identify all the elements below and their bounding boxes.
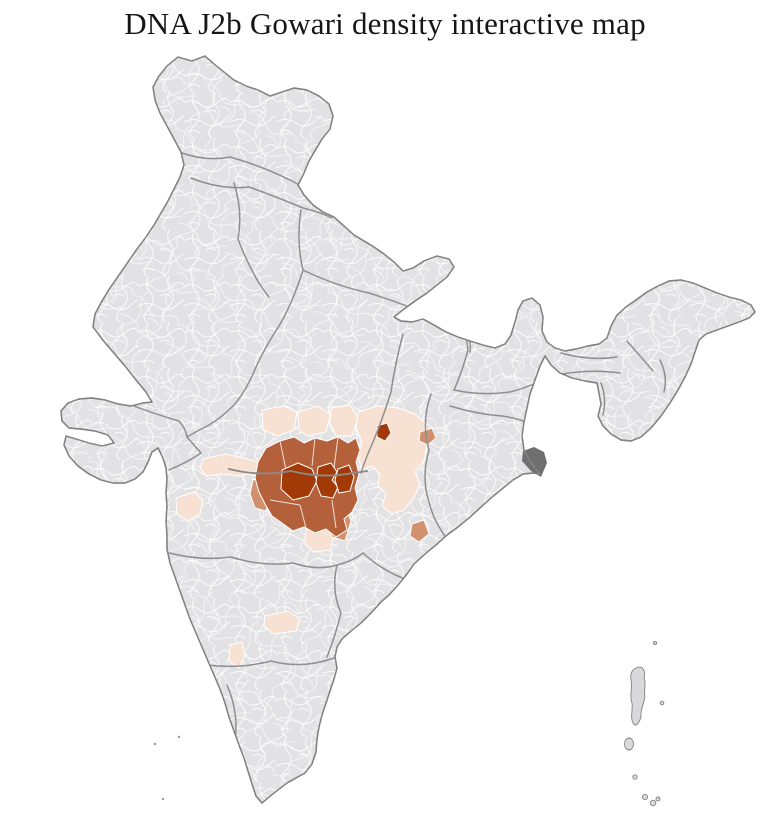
district-shape[interactable] xyxy=(199,453,259,477)
district-shape[interactable] xyxy=(175,491,204,522)
district-shape[interactable] xyxy=(228,641,246,669)
density-districts xyxy=(175,404,437,669)
page-title: DNA J2b Gowari density interactive map xyxy=(124,6,646,41)
district-shape[interactable] xyxy=(376,422,392,442)
district-split-lines xyxy=(269,436,339,529)
district-shape[interactable] xyxy=(418,427,437,446)
district-shape[interactable] xyxy=(409,519,430,543)
district-shape[interactable] xyxy=(329,404,359,437)
andaman-nicobar-islands[interactable] xyxy=(624,640,665,807)
district-shape[interactable] xyxy=(355,405,429,515)
ganges-delta-region xyxy=(522,447,547,477)
district-shape[interactable] xyxy=(263,610,301,635)
district-shape[interactable] xyxy=(334,464,355,494)
district-shape[interactable] xyxy=(280,462,318,501)
lakshadweep-islands[interactable] xyxy=(153,735,181,801)
district-shape[interactable] xyxy=(261,405,298,437)
district-shape[interactable] xyxy=(297,405,331,437)
national-border-outline xyxy=(60,55,756,804)
